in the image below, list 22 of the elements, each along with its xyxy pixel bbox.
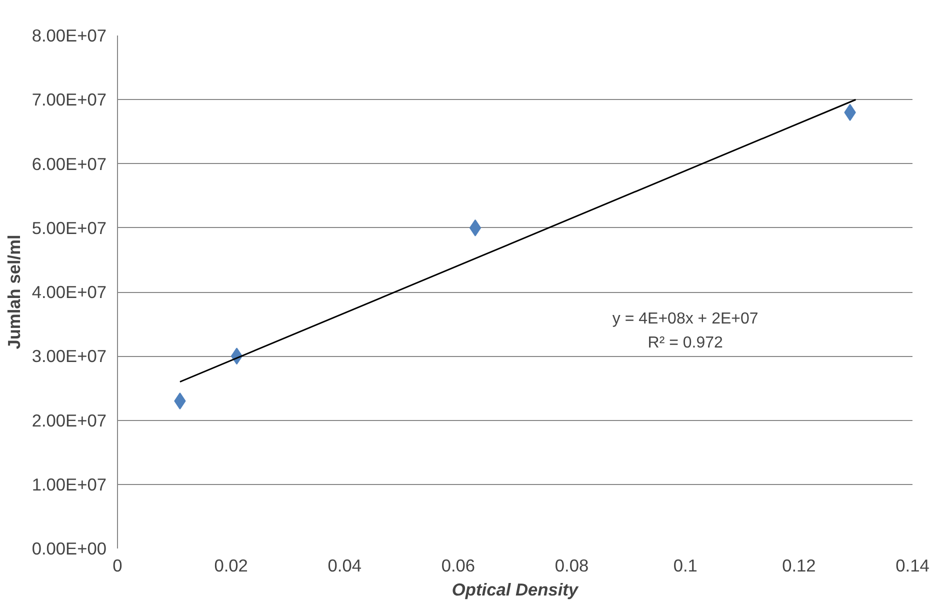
y-tick-label: 6.00E+07 [32,154,107,174]
x-tick-label: 0.04 [328,556,362,576]
annotation: R² = 0.972 [648,334,724,352]
y-tick-label: 7.00E+07 [32,90,107,110]
x-tick-label: 0 [112,556,122,576]
y-tick-label: 5.00E+07 [32,218,107,238]
y-tick-label: 4.00E+07 [32,282,107,302]
y-axis-title: Jumlah sel/ml [4,234,24,350]
y-tick-label: 8.00E+07 [32,26,107,46]
point [469,219,482,236]
x-tick-label: 0.06 [441,556,476,576]
x-tick-label: 0.08 [554,556,589,576]
x-axis-title: Optical Density [452,580,580,600]
x-tick-label: 0.12 [782,556,816,576]
x-tick-label: 0.14 [896,556,930,576]
annotation: y = 4E+08x + 2E+07 [612,310,758,328]
y-tick-label: 0.00E+00 [32,538,107,558]
y-tick-label: 3.00E+07 [32,346,107,366]
y-tick-label: 2.00E+07 [32,410,107,430]
x-tick-label: 0.02 [214,556,248,576]
x-tick-label: 0.1 [673,556,698,576]
y-tick-label: 1.00E+07 [32,474,107,494]
